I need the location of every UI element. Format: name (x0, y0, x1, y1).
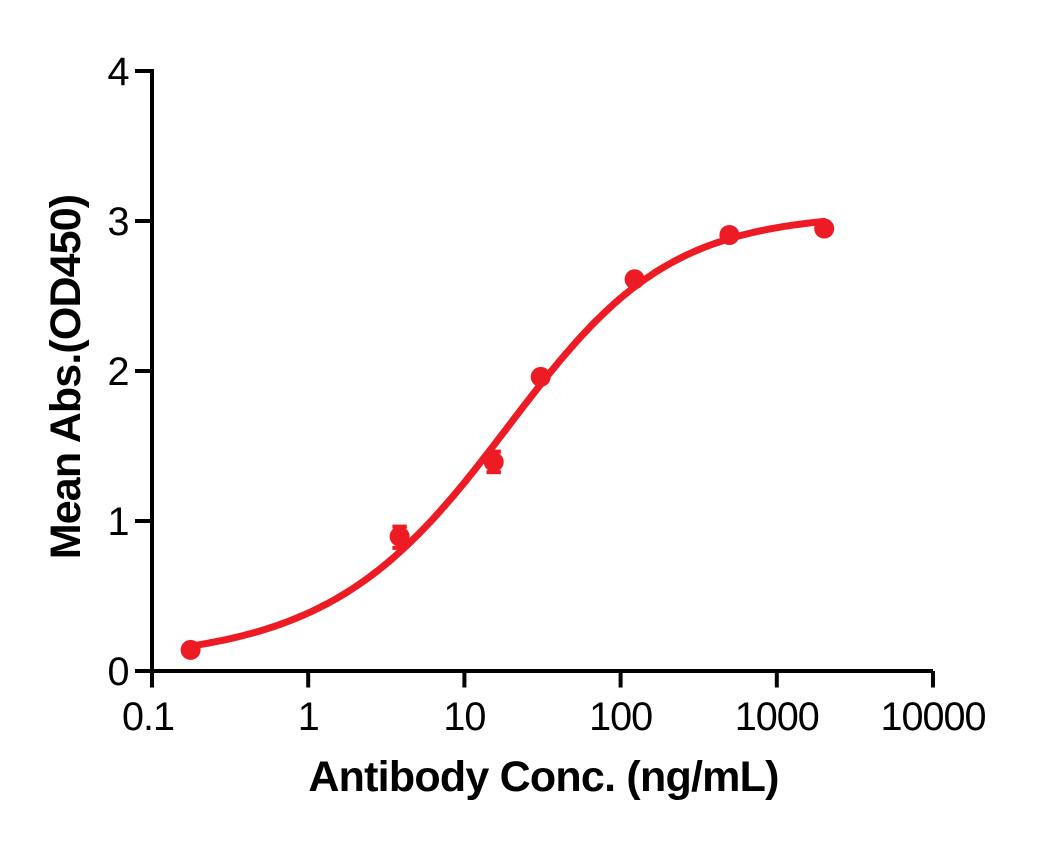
svg-text:2: 2 (107, 350, 129, 394)
svg-text:0.1: 0.1 (122, 695, 174, 739)
svg-text:10000: 10000 (880, 695, 985, 739)
svg-text:1: 1 (298, 695, 319, 739)
svg-text:0: 0 (107, 650, 129, 694)
svg-text:Antibody Conc. (ng/mL): Antibody Conc. (ng/mL) (308, 753, 778, 801)
svg-text:4: 4 (107, 50, 129, 94)
svg-text:1: 1 (107, 500, 129, 544)
svg-text:3: 3 (107, 200, 129, 244)
svg-text:10: 10 (443, 695, 485, 739)
svg-text:100: 100 (589, 695, 652, 739)
svg-text:Mean Abs.(OD450): Mean Abs.(OD450) (42, 195, 90, 559)
svg-text:1000: 1000 (735, 695, 819, 739)
